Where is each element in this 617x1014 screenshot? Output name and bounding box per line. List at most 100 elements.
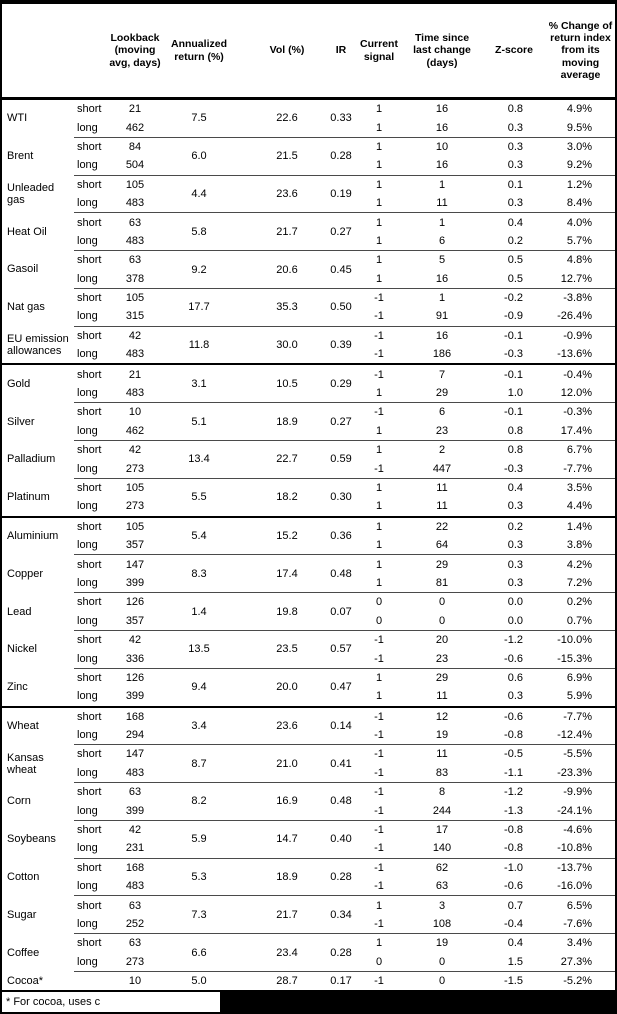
current-signal-value: 0: [375, 614, 383, 627]
time-since-value: 11: [436, 197, 448, 210]
current-signal-value: 0: [375, 955, 383, 968]
time-since-value: 81: [435, 576, 449, 589]
z-score-value: 0.2: [507, 520, 523, 533]
time-since-value: 1: [438, 178, 446, 191]
pct-change-value: 1.4%: [566, 520, 592, 533]
commodity-block: Copper 8.3 17.4 0.48 short 147 1 29 0.3 4.2% long 3…: [2, 555, 615, 592]
current-signal-value: -1: [374, 824, 384, 837]
lookback-value: 21: [128, 103, 142, 116]
commodity-name: Copper: [7, 567, 44, 580]
vol-value: 35.3: [276, 301, 298, 314]
lookback-value: 168: [125, 861, 145, 874]
current-signal-value: -1: [374, 880, 384, 893]
pct-change-value: 27.3%: [560, 955, 592, 968]
period-label: short: [77, 596, 102, 609]
lookback-value: 273: [125, 500, 145, 513]
time-since-value: 29: [435, 671, 449, 684]
section-divider: [2, 705, 615, 708]
annualized-return-value: 5.9: [191, 833, 207, 846]
ir-value: 0.48: [330, 567, 352, 580]
period-label: short: [77, 482, 102, 494]
commodity-block: Heat Oil 5.8 21.7 0.27 short 63 1 1 0.4 4.0% long 4…: [2, 213, 615, 250]
commodity-name: Gold: [7, 377, 31, 390]
lookback-value: 462: [125, 121, 145, 134]
z-score-value: -0.1: [504, 329, 523, 342]
pct-change-value: 6.7%: [566, 444, 592, 457]
lookback-value: 483: [125, 234, 145, 247]
period-label: short: [77, 558, 102, 571]
pct-change-value: -5.2%: [563, 975, 592, 988]
pct-change-value: 4.9%: [566, 103, 592, 116]
period-label: short: [77, 406, 102, 419]
annualized-return-value: 5.0: [191, 975, 207, 988]
period-label: long: [77, 766, 98, 779]
time-since-value: 140: [432, 842, 452, 855]
pct-change-value: -7.7%: [563, 462, 592, 475]
row-divider: [74, 212, 615, 214]
current-signal-value: -1: [374, 329, 384, 342]
commodity-block: Kansas wheat 8.7 21.0 0.41 short 147 -1 11 -0.5 -…: [2, 745, 615, 782]
period-label: short: [77, 748, 102, 761]
pct-change-value: 17.4%: [560, 424, 592, 437]
vol-value: 23.4: [276, 946, 298, 959]
lookback-value: 42: [128, 634, 142, 647]
commodity-name: Platinum: [7, 491, 50, 504]
commodity-name: Lead: [7, 605, 32, 618]
current-signal-value: -1: [374, 652, 384, 665]
annualized-return-value: 13.4: [188, 453, 210, 466]
current-signal-value: 1: [375, 576, 383, 589]
annualized-return-value: 8.2: [191, 795, 207, 808]
current-signal-value: -1: [374, 748, 384, 761]
ir-value: 0.28: [330, 871, 352, 884]
z-score-value: 0.0: [507, 614, 523, 627]
time-since-value: 244: [432, 804, 452, 817]
vol-value: 23.6: [276, 719, 298, 732]
z-score-value: 0.6: [507, 671, 523, 684]
z-score-value: 0.4: [507, 482, 523, 494]
current-signal-value: 1: [375, 387, 383, 400]
z-score-value: -0.8: [504, 824, 523, 837]
commodity-name: Sugar: [7, 908, 37, 921]
row-divider: [74, 933, 615, 935]
period-label: long: [77, 500, 98, 513]
ir-value: 0.50: [330, 301, 352, 314]
ir-value: 0.14: [330, 719, 352, 732]
lookback-value: 315: [125, 310, 145, 323]
period-label: long: [77, 387, 98, 400]
ir-value: 0.47: [330, 681, 352, 694]
commodity-name: Coffee: [7, 946, 40, 959]
period-label: long: [77, 729, 98, 742]
time-since-value: 16: [435, 272, 449, 285]
current-signal-value: 1: [375, 444, 383, 457]
annualized-return-value: 9.4: [191, 681, 207, 694]
pct-change-value: -4.6%: [563, 824, 592, 837]
time-since-value: 11: [436, 500, 448, 513]
vol-value: 14.7: [276, 833, 298, 846]
current-signal-value: -1: [374, 804, 384, 817]
annualized-return-value: 5.8: [191, 225, 207, 238]
annualized-return-value: 3.4: [191, 719, 207, 732]
current-signal-value: -1: [374, 786, 384, 799]
lookback-value: 63: [128, 937, 142, 950]
ir-value: 0.34: [330, 908, 352, 921]
time-since-value: 6: [438, 234, 446, 247]
lookback-value: 10: [128, 975, 142, 988]
commodity-block: Cocoa* 5.0 28.7 0.17 10 -1 0 -1.5 -5.2%: [2, 972, 615, 990]
z-score-value: 0.5: [507, 254, 523, 267]
z-score-value: -0.8: [504, 729, 523, 742]
col-header-current-signal: Current signal: [360, 38, 398, 63]
vol-value: 18.2: [276, 491, 298, 504]
vol-value: 28.7: [276, 975, 298, 988]
vol-value: 22.7: [276, 453, 298, 466]
row-divider: [74, 250, 615, 252]
commodity-name: Wheat: [7, 719, 39, 732]
commodity-name: EU emission allowances: [7, 332, 69, 358]
time-since-value: 83: [435, 766, 449, 779]
period-label: long: [77, 652, 98, 665]
z-score-value: -1.3: [504, 804, 523, 817]
lookback-value: 483: [125, 348, 145, 361]
commodity-block: Gold 3.1 10.5 0.29 short 21 -1 7 -0.1 -0.4% long 48…: [2, 365, 615, 402]
commodity-name: Soybeans: [7, 833, 56, 846]
current-signal-value: -1: [374, 462, 384, 475]
pct-change-value: -26.4%: [557, 310, 592, 323]
